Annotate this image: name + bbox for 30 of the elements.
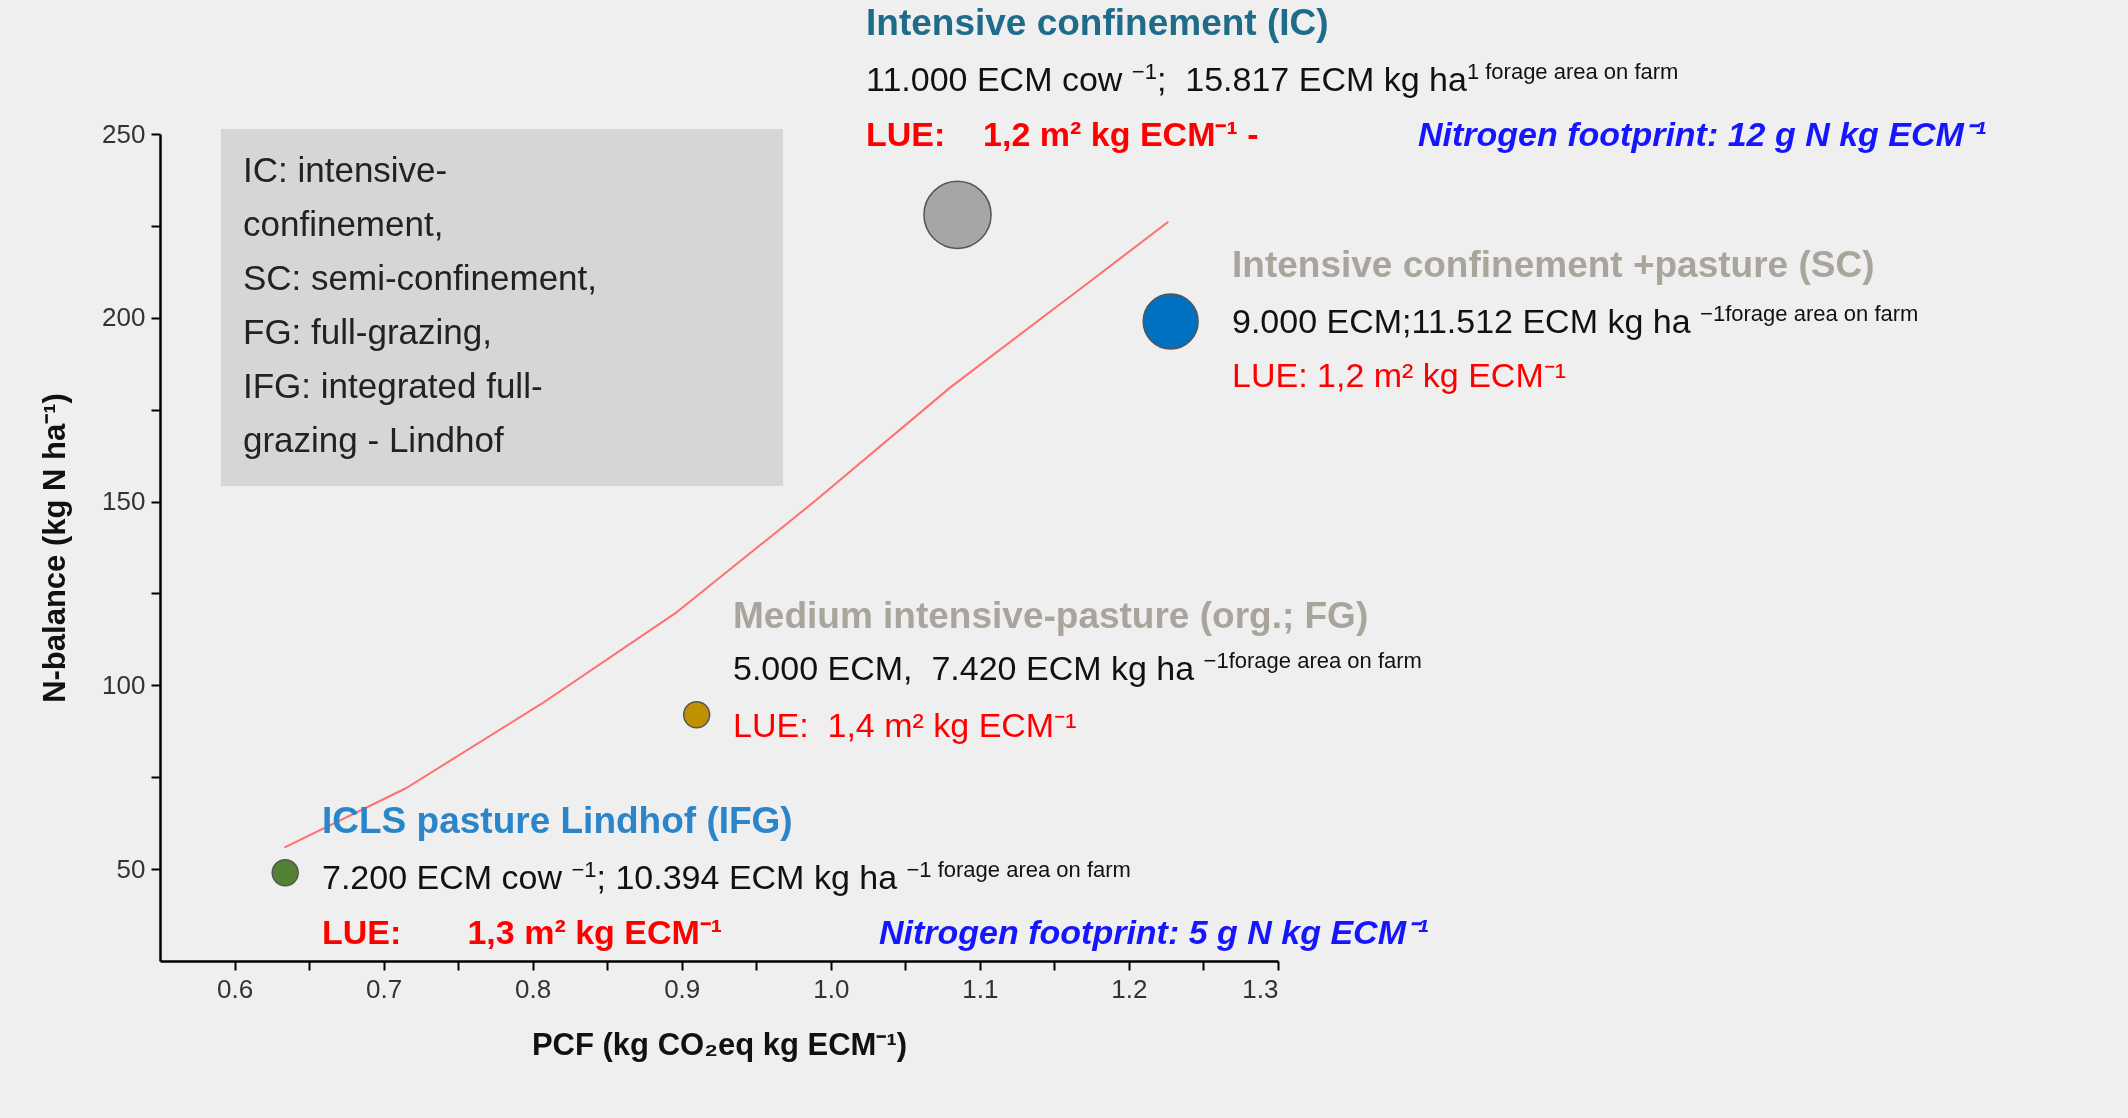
text: 11.000 ECM cow $^{−1}$; 15.817 ECM kg ha$^{1 forage area on farm}$ — [866, 58, 1679, 98]
y-tick-label: 100 — [102, 669, 146, 700]
annotation: LUE: 1,3 m² kg ECM⁻¹ — [322, 913, 723, 951]
x-tick-label: 1.3 — [1242, 973, 1279, 1004]
x-tick-label: 0.7 — [366, 973, 403, 1004]
y-tick-label: 200 — [102, 302, 146, 333]
annotation: LUE: 1,2 m² kg ECM⁻¹ - — [866, 115, 1259, 153]
annotation: ICLS pasture Lindhof (IFG) — [322, 800, 793, 841]
x-tick-label: 0.8 — [515, 973, 552, 1004]
x-axis-title: PCF (kg CO₂eq kg ECM⁻¹) — [531, 1026, 908, 1062]
annotation: 9.000 ECM;11.512 ECM kg ha $^{−1forage area on farm}$ — [1232, 300, 1919, 340]
annotation: 5.000 ECM, 7.420 ECM kg ha $^{−1forage area on farm}$ — [733, 647, 1422, 687]
text: Nitrogen footprint: 12 g N kg ECM⁻¹ — [1418, 115, 1987, 153]
x-tick-label: 1.1 — [962, 973, 999, 1004]
annotation: Intensive confinement +pasture (SC) — [1232, 244, 1875, 285]
x-tick-label: 0.9 — [664, 973, 701, 1004]
annotation: 7.200 ECM cow $^{−1}$; 10.394 ECM kg ha $^{−1 forage area on farm}$ — [322, 856, 1131, 896]
y-axis-title: N-balance (kg N ha⁻¹) — [37, 393, 73, 703]
text: Intensive confinement (IC) — [866, 2, 1329, 43]
note-box: IC: intensive- confinement, SC: semi-confinement, FG: full-grazing, IFG: integrated full- grazing - Lindhof — [221, 129, 783, 486]
annotation: Nitrogen footprint: 5 g N kg ECM⁻¹ — [879, 913, 1429, 951]
annotation: LUE: 1,2 m² kg ECM⁻¹ — [1232, 356, 1567, 394]
x-tick-label: 1.0 — [813, 973, 850, 1004]
y-tick-label: 250 — [102, 118, 146, 149]
annotation: LUE: 1,4 m² kg ECM⁻¹ — [733, 706, 1077, 744]
x-tick-label: 1.2 — [1111, 973, 1148, 1004]
y-tick-label: 50 — [116, 853, 146, 884]
y-tick-label: 150 — [102, 486, 146, 517]
annotation: Medium intensive-pasture (org.; FG) — [733, 595, 1369, 636]
x-tick-label: 0.6 — [216, 973, 254, 1004]
